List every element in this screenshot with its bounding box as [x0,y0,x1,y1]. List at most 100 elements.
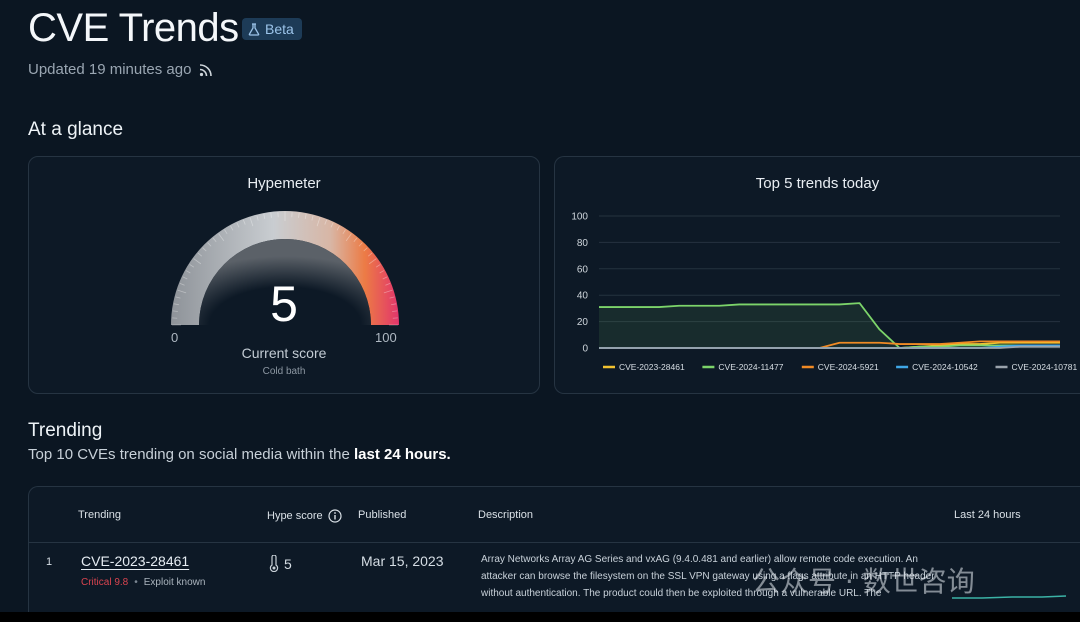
row-description: Array Networks Array AG Series and vxAG … [481,554,935,599]
hype-value: 5 [284,555,292,572]
hypemeter-score: 5 [270,276,298,332]
hypemeter-title: Hypemeter [247,175,321,192]
gauge-tick [367,252,373,257]
gauge-tick [342,229,346,235]
meta-separator: • [134,577,138,588]
bottom-edge [0,612,1080,622]
gauge-tick [324,219,327,225]
gauge-tick [304,213,307,219]
gauge-tick [353,237,358,243]
col-trending[interactable]: Trending [78,509,122,521]
gauge-tick [175,296,181,299]
gauge-tick [243,219,246,225]
gauge-tick [218,233,225,242]
beta-label: Beta [265,21,294,37]
gauge-tick [270,212,272,218]
y-tick-label: 80 [577,238,589,249]
page-title: CVE Trends [28,6,239,50]
at-a-glance-title: At a glance [28,119,124,140]
gauge-tick [316,217,321,227]
hypemeter-card: Hypemeter 5 0 100 Current score Cold bat… [28,156,540,394]
gauge-ticks [172,212,398,326]
gauge-tick [391,303,397,306]
gauge-tick [358,242,363,247]
row-sparkline [952,595,1067,599]
gauge-min-label: 0 [171,330,179,345]
gauge-tick [382,276,388,280]
gauge-tick [345,233,352,242]
series-line-CVE-2024-10781 [599,345,1060,349]
top-trends-chart: 100 80 60 40 20 0 CVE-2023-28461 CVE-2024-11477… [571,212,1078,373]
gauge-tick [193,258,202,265]
current-score-label: Current score [241,345,327,361]
col-last-24-hours: Last 24 hours [954,509,1021,521]
gauge-tick [177,289,187,294]
gauge-tick [256,215,259,221]
gauge-tick [197,252,203,257]
gauge-tick [379,270,385,274]
gauge-tick [263,213,266,219]
gauge-tick [368,258,377,265]
legend-label: CVE-2023-28461 [619,362,685,372]
series-area-CVE-2024-11477 [599,303,1060,348]
trending-table [28,486,1080,622]
col-hype-score[interactable]: Hype score [267,509,342,523]
gauge-tick [392,310,398,312]
y-tick-label: 40 [577,291,589,302]
gauge-tick [207,242,212,247]
severity-badge: Critical 9.8 [81,577,129,588]
top-trends-card: Top 5 trends today 100 80 60 40 20 0 CVE-2023-… [554,156,1080,394]
table-header-divider [29,542,1080,543]
gauge-arc [171,211,399,325]
watermark: 公众号 · 数世咨询 [752,565,975,598]
row-published: Mar 15, 2023 [361,553,444,569]
y-tick-label: 20 [577,317,589,328]
gauge-tick [185,270,191,274]
gauge-inner [199,239,371,325]
gauge-tick [202,247,207,252]
subtitle-text: Top 10 CVEs trending on social media wit… [28,446,355,463]
updated-status: Updated 19 minutes ago [28,61,213,78]
rss-icon[interactable] [199,63,213,77]
series-line-CVE-2024-11477 [599,302,1060,349]
cve-link[interactable]: CVE-2023-28461 [81,553,190,569]
gauge-tick [230,225,234,231]
gauge-tick [212,237,217,243]
y-tick-label: 100 [571,212,588,223]
top-trends-title: Top 5 trends today [755,175,880,192]
gauge-tick [389,296,395,299]
gauge-tick [383,289,393,294]
info-icon[interactable] [328,509,342,523]
gauge-tick [385,283,391,286]
gauge-tick [336,225,340,231]
y-tick-label: 60 [577,264,589,275]
gauge-tick [236,222,240,228]
legend-label: CVE-2024-5921 [818,362,879,372]
subtitle-bold: last 24 hours. [354,446,451,463]
updated-text: Updated 19 minutes ago [28,61,192,78]
trending-subtitle: Top 10 CVEs trending on social media wit… [28,446,451,463]
flask-icon [248,22,260,36]
gauge-tick [179,283,185,286]
legend-label: CVE-2024-11477 [718,362,783,372]
legend-label: CVE-2024-10542 [912,362,978,372]
gauge-tick [182,276,188,280]
gauge-tick [189,264,195,268]
gauge-tick [172,310,178,312]
gauge-tick [224,229,228,235]
gauge-tick [249,217,254,227]
beta-badge: Beta [242,18,302,40]
gauge-tick [375,264,381,268]
row-rank: 1 [46,556,53,568]
gauge-tick [173,303,179,306]
col-published[interactable]: Published [358,509,407,521]
gauge-tick [298,212,300,218]
thermometer-icon [269,555,279,572]
score-status: Cold bath [262,366,306,377]
gauge-max-label: 100 [375,330,397,345]
trending-title: Trending [28,420,103,441]
hypemeter-gauge [171,211,399,326]
exploit-status: Exploit known [143,577,206,588]
gauge-tick [363,247,368,252]
legend-label: CVE-2024-10781 [1012,362,1078,372]
